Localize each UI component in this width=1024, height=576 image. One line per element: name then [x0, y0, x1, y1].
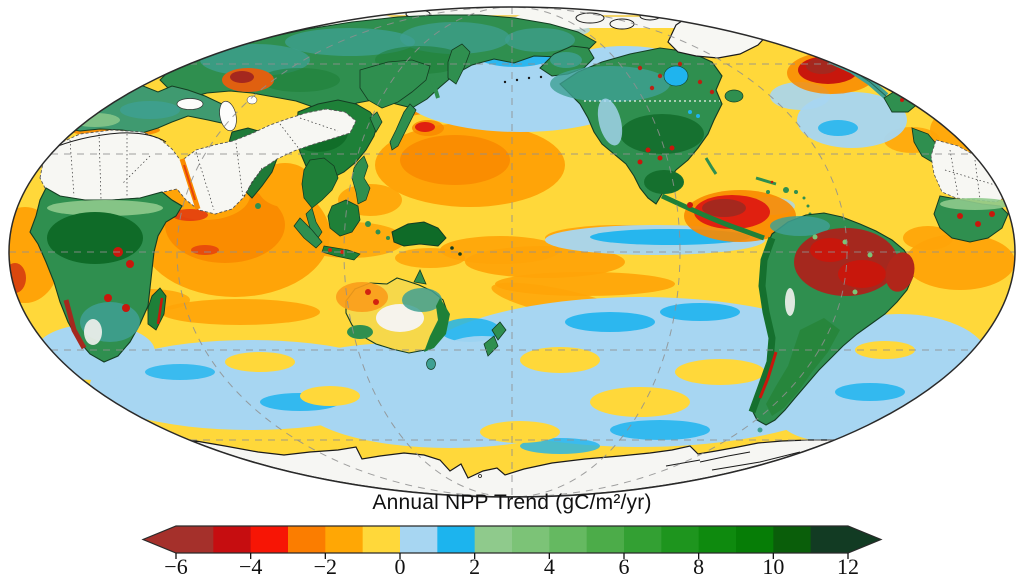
- colorbar-segment: [698, 526, 737, 553]
- colorbar-segment: [325, 526, 364, 553]
- colorbar-tick-label: −6: [164, 554, 187, 576]
- colorbar-tick-label: −4: [239, 554, 262, 576]
- colorbar-segment: [512, 526, 550, 553]
- colorbar-tick-label: 6: [619, 554, 630, 576]
- colorbar-tick-label: 2: [469, 554, 480, 576]
- colorbar: −6 −4 −2 0 2 4 6 8 10 12: [141, 525, 883, 576]
- tasmania: [426, 358, 436, 370]
- british-isles: [973, 52, 1015, 81]
- colorbar-segment: [437, 526, 476, 553]
- right-edge-europe-africa: [828, 32, 1015, 243]
- country-borders-dotted: [69, 117, 339, 211]
- kazakhstan-red: [222, 68, 274, 92]
- colorbar-extend-right: [848, 526, 881, 553]
- colorbar-segment: [176, 526, 214, 553]
- colorbar-segment: [773, 526, 812, 553]
- caspian-sea: [219, 100, 237, 132]
- falkland-islands: [757, 427, 763, 433]
- andes-green-strip: [748, 236, 776, 414]
- us-dark-green-core: [620, 114, 704, 154]
- iceland: [893, 32, 919, 48]
- el-nino-east-pacific-red: [684, 190, 796, 242]
- colorbar-title: Annual NPP Trend (gC/m²/yr): [372, 491, 652, 514]
- map-outline: [8, 6, 1016, 498]
- colorbar-segment: [810, 526, 849, 553]
- colorbar-segment: [736, 526, 774, 553]
- colorbar-tick-label: 8: [693, 554, 704, 576]
- florida: [704, 157, 718, 175]
- japan: [389, 103, 417, 151]
- central-america: [660, 193, 765, 241]
- amazon-green-speckles: [812, 234, 873, 295]
- colorbar-tick-label: 0: [395, 554, 406, 576]
- colorbar-segment: [400, 526, 438, 553]
- amazon-browning-red: [794, 228, 898, 296]
- colorbar-tick-label: 10: [762, 554, 784, 576]
- continent-north-america: [539, 45, 812, 241]
- colorbar-segment: [661, 526, 700, 553]
- boreal-red-speckles: [637, 61, 715, 95]
- colorbar-segment: [362, 526, 401, 553]
- aleutian-islands: [503, 75, 543, 84]
- kamchatka: [447, 43, 471, 85]
- new-zealand: [483, 321, 507, 357]
- sumatra: [293, 217, 323, 249]
- colorbar-segment: [624, 526, 662, 553]
- caribbean-islands: [755, 176, 812, 216]
- black-sea: [176, 98, 204, 110]
- north-atlantic-red: [787, 52, 877, 94]
- colorbar-segment: [474, 526, 513, 553]
- colorbar-segment: [586, 526, 625, 553]
- colorbar-tick-label: 4: [544, 554, 555, 576]
- continent-australia: [336, 269, 507, 370]
- indochina: [301, 157, 339, 209]
- colorbar-segment: [549, 526, 588, 553]
- hudson-bay: [663, 65, 689, 87]
- baja-california: [628, 159, 647, 191]
- patagonia-green: [766, 318, 840, 416]
- colorbar-segment: [250, 526, 289, 553]
- borneo: [327, 199, 361, 237]
- northeast-asia: [359, 59, 431, 109]
- japan-east-red: [412, 120, 444, 136]
- continent-africa: [29, 187, 183, 363]
- colorbar-tick-label: 12: [837, 554, 859, 576]
- new-guinea: [391, 221, 447, 247]
- colorbar-segment: [213, 526, 252, 553]
- us-southwest-red: [637, 145, 675, 165]
- continent-south-america: [748, 212, 915, 433]
- sahara-arabia-tibet-no-data: [39, 108, 357, 215]
- colorbar-tick-label: −2: [314, 554, 337, 576]
- sahara-right-no-data: [930, 139, 1005, 203]
- colorbar-extend-left: [143, 526, 176, 553]
- antarctic-peninsula-lines: [665, 451, 801, 471]
- namibia-red-strip: [63, 299, 87, 350]
- congo-dark-green: [47, 212, 143, 264]
- scandinavia: [117, 33, 159, 73]
- colorbar-segment: [288, 526, 326, 553]
- world-map-mollweide: [8, 6, 1016, 498]
- australia-east-green: [424, 298, 450, 352]
- graticule: [9, 7, 1015, 497]
- korea: [369, 111, 383, 133]
- mediterranean-coast: [47, 132, 167, 151]
